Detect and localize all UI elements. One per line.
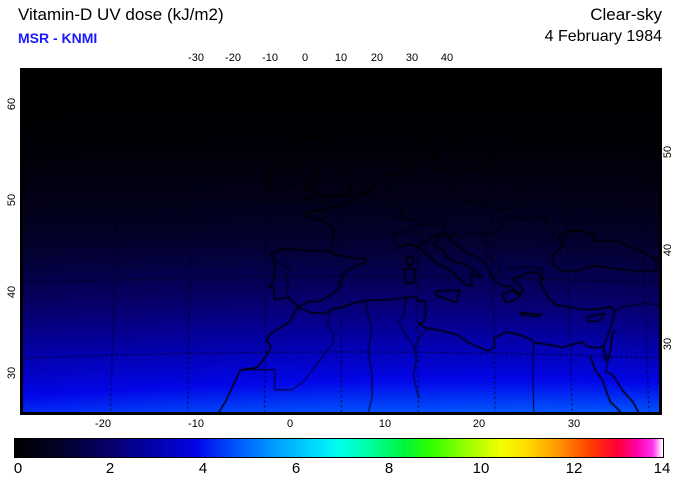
colorbar-tick-label: 8	[384, 460, 394, 477]
axis-tick-label: 30	[405, 52, 419, 64]
axis-tick-label: -30	[188, 52, 204, 64]
axis-tick-label: 30	[662, 337, 674, 351]
axis-tick-label: -10	[262, 52, 278, 64]
colorbar	[14, 438, 664, 458]
colorbar-tick-label: 12	[565, 460, 583, 477]
colorbar-tick-label: 14	[653, 460, 671, 477]
axis-tick-label: 60	[6, 97, 18, 111]
axis-tick-label: 10	[334, 52, 348, 64]
uv-dose-heatmap	[23, 71, 659, 412]
colorbar-tick-label: 2	[105, 460, 115, 477]
axis-tick-label: -20	[95, 418, 111, 430]
axis-tick-label: 30	[567, 418, 581, 430]
colorbar-tick-label: 6	[291, 460, 301, 477]
axis-tick-label: 20	[370, 52, 384, 64]
axis-tick-label: -10	[188, 418, 204, 430]
axis-tick-label: 20	[472, 418, 486, 430]
axis-tick-label: 0	[286, 418, 294, 430]
colorbar-tick-label: 4	[198, 460, 208, 477]
axis-tick-label: 0	[301, 52, 309, 64]
colorbar-tick-label: 10	[472, 460, 490, 477]
axis-tick-label: 30	[6, 366, 18, 380]
axis-tick-label: 50	[6, 193, 18, 207]
source-label: MSR - KNMI	[18, 30, 98, 46]
axis-tick-label: -20	[225, 52, 241, 64]
axis-tick-label: 40	[662, 243, 674, 257]
axis-tick-label: 40	[6, 285, 18, 299]
axis-tick-label: 40	[440, 52, 454, 64]
axis-tick-label: 50	[662, 145, 674, 159]
map-plot-area	[20, 68, 662, 415]
axis-tick-label: 10	[378, 418, 392, 430]
date-label: 4 February 1984	[544, 28, 662, 45]
condition-label: Clear-sky	[590, 5, 662, 24]
page-title: Vitamin-D UV dose (kJ/m2)	[18, 5, 224, 24]
colorbar-gradient	[14, 438, 664, 458]
colorbar-tick-label: 0	[13, 460, 23, 477]
